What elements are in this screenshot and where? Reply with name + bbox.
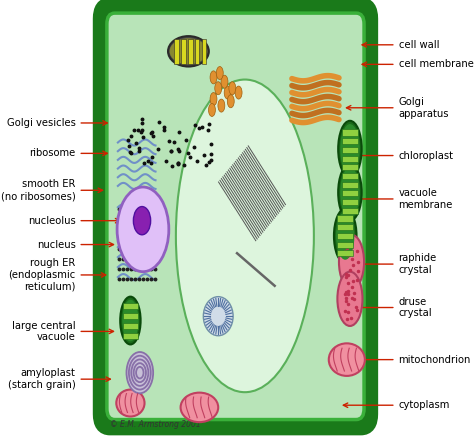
Text: amyloplast
(starch grain): amyloplast (starch grain) <box>8 368 110 390</box>
Bar <box>123 313 138 319</box>
Text: Golgi
apparatus: Golgi apparatus <box>346 97 449 118</box>
Ellipse shape <box>127 352 153 393</box>
Bar <box>342 138 358 144</box>
Ellipse shape <box>203 297 233 336</box>
Text: Golgi vesicles: Golgi vesicles <box>7 118 107 128</box>
Bar <box>174 39 179 64</box>
Text: nucleus: nucleus <box>36 239 114 250</box>
Text: cytoplasm: cytoplasm <box>343 400 450 410</box>
Bar <box>342 173 358 179</box>
Ellipse shape <box>116 389 145 416</box>
Ellipse shape <box>218 99 225 112</box>
Bar <box>342 182 358 187</box>
Ellipse shape <box>337 272 363 326</box>
Text: smooth ER
(no ribosomes): smooth ER (no ribosomes) <box>1 180 102 201</box>
Bar <box>342 190 358 196</box>
Ellipse shape <box>215 82 222 95</box>
Ellipse shape <box>338 121 362 177</box>
Ellipse shape <box>170 38 207 64</box>
Text: cell wall: cell wall <box>362 40 439 50</box>
Ellipse shape <box>122 300 138 341</box>
Text: raphide
crystal: raphide crystal <box>359 253 437 275</box>
Ellipse shape <box>176 80 314 392</box>
Bar <box>342 208 358 214</box>
Ellipse shape <box>229 82 236 95</box>
Ellipse shape <box>339 235 364 289</box>
Ellipse shape <box>334 209 356 263</box>
Ellipse shape <box>216 66 223 80</box>
Text: cell membrane: cell membrane <box>362 59 474 69</box>
Ellipse shape <box>210 71 217 84</box>
Ellipse shape <box>235 86 242 99</box>
Bar <box>337 242 353 248</box>
Ellipse shape <box>209 104 215 116</box>
Bar <box>337 215 353 222</box>
Text: druse
crystal: druse crystal <box>346 297 432 318</box>
Text: chloroplast: chloroplast <box>356 150 454 160</box>
Ellipse shape <box>228 95 234 108</box>
Ellipse shape <box>210 93 217 106</box>
Text: large central
vacuole: large central vacuole <box>12 321 114 342</box>
Bar <box>342 147 358 153</box>
Ellipse shape <box>340 167 360 218</box>
Text: nucleolus: nucleolus <box>28 216 120 225</box>
Text: ribosome: ribosome <box>29 149 107 158</box>
Bar <box>181 39 186 64</box>
Bar <box>195 39 200 64</box>
Ellipse shape <box>336 212 355 260</box>
Ellipse shape <box>133 207 151 235</box>
Ellipse shape <box>120 297 141 344</box>
Ellipse shape <box>224 86 231 99</box>
Bar <box>342 156 358 162</box>
FancyBboxPatch shape <box>107 13 364 420</box>
Ellipse shape <box>117 187 169 272</box>
Bar <box>123 303 138 309</box>
Bar <box>337 233 353 239</box>
Text: vacuole
membrane: vacuole membrane <box>356 188 453 210</box>
Bar <box>342 199 358 205</box>
Ellipse shape <box>168 36 209 66</box>
Ellipse shape <box>329 343 365 376</box>
Ellipse shape <box>338 164 362 221</box>
Bar <box>342 164 358 170</box>
Bar <box>337 250 353 256</box>
FancyBboxPatch shape <box>99 3 372 429</box>
Text: rough ER
(endoplasmic
reticulum): rough ER (endoplasmic reticulum) <box>8 258 106 291</box>
Text: © E.M. Armstrong 2001: © E.M. Armstrong 2001 <box>110 420 201 429</box>
Ellipse shape <box>340 124 360 174</box>
Text: mitochondrion: mitochondrion <box>361 354 471 364</box>
Bar <box>123 323 138 329</box>
Bar <box>342 129 358 135</box>
Ellipse shape <box>221 75 228 88</box>
Bar <box>188 39 192 64</box>
Ellipse shape <box>181 392 218 422</box>
Bar <box>123 333 138 339</box>
Bar <box>202 39 206 64</box>
Bar <box>337 224 353 230</box>
